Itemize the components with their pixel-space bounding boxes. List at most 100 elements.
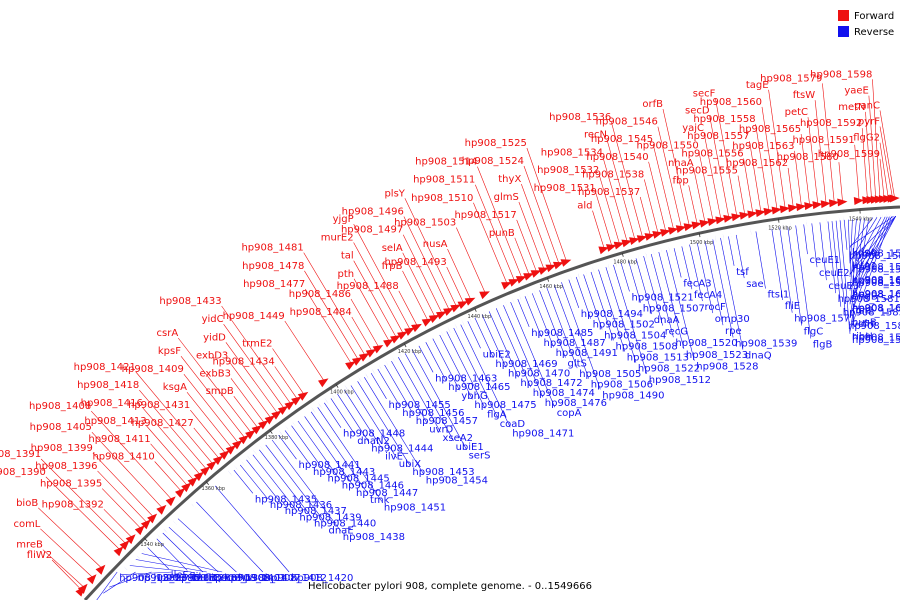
forward-gene-glyph (464, 297, 476, 306)
reverse-gene-label: dnaN2 (357, 436, 390, 447)
reverse-leader-line (350, 385, 398, 459)
forward-leader-line (225, 342, 278, 414)
reverse-gene-glyph (871, 213, 873, 222)
forward-leader-line (794, 150, 802, 207)
forward-gene-label: selA (382, 243, 403, 254)
forward-leader-line (404, 198, 457, 307)
reverse-gene-label: hp908_1596 (852, 262, 900, 273)
forward-leader-line (592, 210, 605, 249)
reverse-gene-glyph (285, 425, 290, 432)
reverse-leader-line (384, 364, 415, 416)
reverse-gene-label: coaD (500, 419, 526, 430)
reverse-leader-line (849, 216, 888, 303)
forward-gene-glyph (358, 353, 370, 362)
reverse-gene-glyph (497, 303, 501, 311)
reverse-gene-glyph (526, 291, 530, 299)
forward-gene-glyph (140, 519, 151, 530)
forward-gene-glyph (523, 273, 534, 281)
reverse-gene-glyph (272, 434, 277, 442)
forward-leader-line (37, 507, 103, 569)
reverse-gene-label: hp908_1435 (255, 494, 317, 505)
reverse-leader-line (488, 311, 519, 378)
forward-gene-label: fbp (672, 175, 688, 186)
forward-gene-label: ald (577, 201, 592, 212)
reverse-leader-line (259, 449, 313, 518)
forward-leader-line (807, 117, 819, 205)
reverse-gene-glyph (426, 337, 431, 345)
forward-gene-glyph (206, 460, 217, 471)
forward-gene-glyph (352, 357, 363, 366)
forward-gene-label: hp908_1531 (534, 183, 596, 194)
reverse-gene-label: hp908_1444 (371, 444, 433, 455)
forward-gene-glyph (707, 218, 718, 226)
reverse-gene-glyph (834, 216, 836, 225)
reverse-leader-line (681, 246, 693, 290)
reverse-gene-glyph (344, 384, 349, 392)
gene-glyphs (75, 194, 900, 600)
reverse-leader-line (446, 331, 486, 409)
forward-gene-label: orfB (642, 99, 663, 110)
reverse-gene-glyph (676, 243, 678, 252)
forward-leader-line (611, 121, 643, 238)
forward-gene-glyph (397, 331, 408, 340)
reverse-gene-glyph (351, 380, 356, 388)
forward-gene-label: mreB (16, 540, 43, 551)
forward-gene-glyph (450, 304, 461, 313)
forward-leader-line (761, 106, 778, 210)
scale-tick (778, 218, 780, 223)
reverse-gene-label: hp908_1487 (544, 338, 606, 349)
reverse-gene-glyph (141, 548, 147, 554)
forward-gene-label: yaeE (844, 86, 869, 97)
reverse-gene-label: hp908_1446 (342, 481, 404, 492)
forward-gene-glyph (501, 282, 512, 290)
reverse-gene-label: ubiX (399, 459, 421, 470)
forward-gene-label: hp908_1534 (541, 147, 603, 158)
forward-gene-glyph (284, 401, 295, 411)
reverse-leader-line (590, 271, 614, 341)
forward-gene-glyph (804, 202, 815, 211)
reverse-leader-line (284, 430, 312, 467)
reverse-gene-glyph (867, 214, 869, 222)
reverse-gene-glyph (461, 319, 465, 327)
label-leader-lines (37, 79, 896, 600)
forward-gene-label: recN (584, 130, 607, 141)
forward-gene-glyph (238, 435, 249, 445)
reverse-leader-line (849, 216, 886, 289)
forward-gene-label: hp908_1510 (411, 193, 473, 204)
reverse-gene-glyph (830, 217, 832, 226)
forward-gene-label: kpsF (158, 346, 181, 357)
forward-gene-label: hp908_1488 (337, 281, 399, 292)
reverse-gene-glyph (826, 217, 828, 226)
reverse-leader-line (546, 287, 578, 369)
legend-forward-label: Forward (854, 11, 894, 22)
forward-leader-line (274, 366, 298, 400)
forward-gene-glyph (787, 204, 799, 213)
forward-gene-label: hp908_1592 (800, 118, 862, 129)
forward-leader-line (177, 337, 252, 434)
forward-leader-line (768, 89, 786, 209)
reverse-gene-label: xseA2 (443, 433, 473, 444)
reverse-gene-label: hp908_1602 (852, 275, 900, 286)
reverse-gene-label: tsf (736, 267, 749, 278)
reverse-leader-line (673, 248, 682, 278)
forward-gene-glyph (779, 205, 791, 214)
reverse-leader-line (156, 538, 188, 571)
forward-leader-line (353, 260, 397, 338)
reverse-leader-line (849, 219, 853, 278)
forward-gene-glyph (291, 396, 302, 406)
forward-gene-glyph (404, 327, 415, 336)
reverse-gene-glyph (208, 486, 214, 493)
forward-leader-line (477, 166, 523, 279)
forward-gene-glyph (95, 564, 106, 575)
reverse-leader-line (196, 501, 264, 573)
reverse-leader-line (831, 221, 842, 307)
reverse-gene-label: nusB (852, 317, 877, 328)
reverse-gene-label: ecoRI (220, 573, 248, 584)
forward-leader-line (91, 431, 163, 509)
reverse-gene-glyph (135, 554, 141, 560)
forward-gene-label: tagE (746, 80, 769, 91)
forward-gene-label: comL (13, 519, 40, 530)
reverse-leader-line (364, 377, 425, 475)
reverse-leader-line (779, 227, 793, 313)
reverse-gene-glyph (599, 264, 603, 273)
